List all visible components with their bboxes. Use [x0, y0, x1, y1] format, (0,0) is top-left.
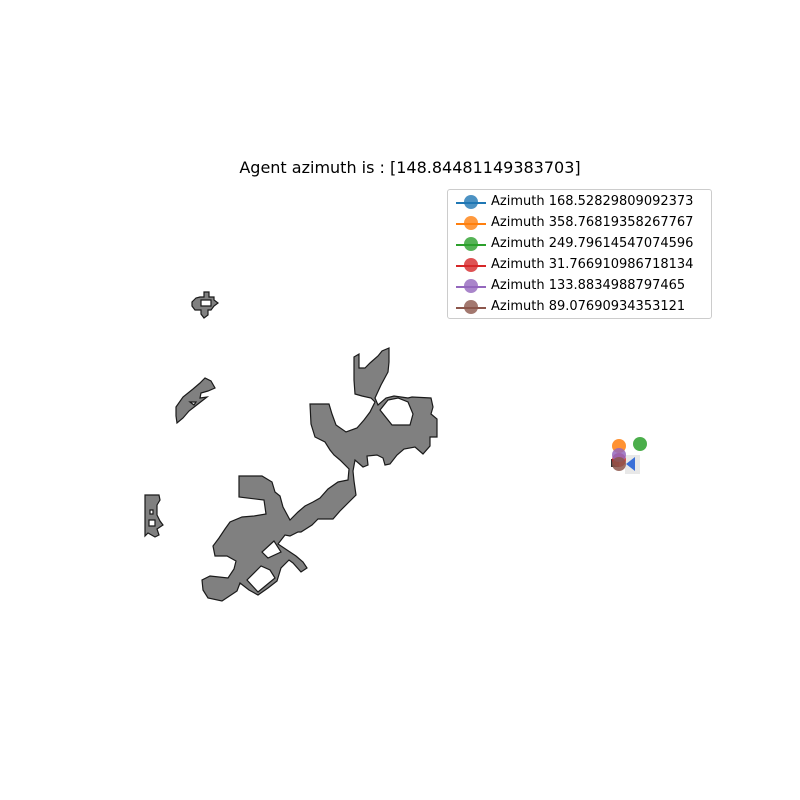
legend-item: Azimuth 133.8834988797465 [448, 276, 711, 297]
obstacle-region [175, 377, 216, 425]
legend-label: Azimuth 133.8834988797465 [491, 278, 686, 293]
legend-marker-swatch [464, 195, 478, 209]
azimuth-marker [633, 437, 647, 451]
legend-item: Azimuth 89.07690934353121 [448, 297, 711, 318]
legend-marker-swatch [464, 300, 478, 314]
legend-label: Azimuth 249.79614547074596 [491, 236, 694, 251]
legend-item: Azimuth 168.52829809092373 [448, 192, 711, 213]
agent-layer [611, 437, 647, 474]
legend-label: Azimuth 358.76819358267767 [491, 215, 694, 230]
legend-marker-swatch [464, 237, 478, 251]
legend-label: Azimuth 89.07690934353121 [491, 299, 686, 314]
legend-marker-swatch [464, 279, 478, 293]
legend-marker-swatch [464, 216, 478, 230]
legend-item: Azimuth 249.79614547074596 [448, 234, 711, 255]
legend: Azimuth 168.52829809092373 Azimuth 358.76… [447, 189, 712, 319]
triangle-left-icon [626, 457, 635, 471]
obstacle-region [191, 291, 219, 319]
legend-label: Azimuth 168.52829809092373 [491, 194, 694, 209]
legend-item: Azimuth 358.76819358267767 [448, 213, 711, 234]
map-title: Agent azimuth is : [148.84481149383703] [239, 158, 581, 177]
legend-marker-swatch [464, 258, 478, 272]
azimuth-marker [612, 457, 626, 471]
legend-label: Azimuth 31.766910986718134 [491, 257, 694, 272]
legend-item: Azimuth 31.766910986718134 [448, 255, 711, 276]
obstacle-region [201, 347, 438, 602]
obstacle-layer [144, 291, 438, 602]
obstacle-region [144, 494, 164, 538]
